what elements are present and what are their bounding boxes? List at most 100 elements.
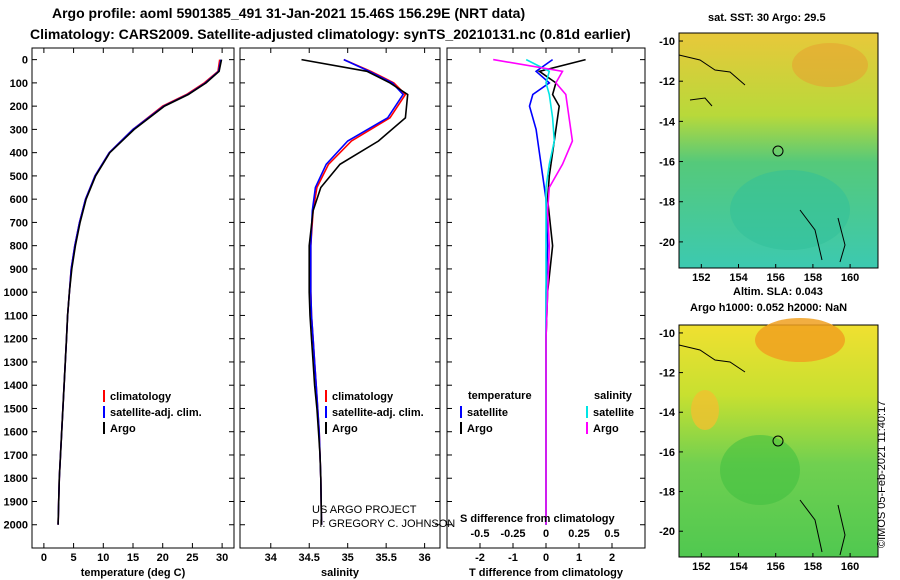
y-tick-label: 1400 — [4, 380, 28, 392]
legend-label: Argo — [332, 423, 358, 435]
map-y-tick-label: -10 — [659, 36, 675, 48]
top-x-tick-label: -0.5 — [471, 528, 490, 540]
x-tick-label: -1 — [508, 552, 518, 564]
y-tick-label: 1500 — [4, 403, 28, 415]
y-tick-label: 900 — [10, 264, 28, 276]
map-x-tick-label: 154 — [729, 561, 748, 573]
legend-label: climatology — [332, 391, 394, 403]
sla-coastline — [678, 344, 846, 556]
x-tick-label: 15 — [127, 552, 139, 564]
x-tick-label: 25 — [186, 552, 198, 564]
x-tick-label: -2 — [475, 552, 485, 564]
top-x-tick-label: -0.25 — [500, 528, 525, 540]
x-tick-label: 34 — [265, 552, 278, 564]
series-line-3 — [301, 58, 409, 525]
sst-cool-patch — [730, 170, 850, 250]
map-y-tick-label: -20 — [659, 237, 675, 249]
legend-label: satellite-adj. clim. — [110, 407, 202, 419]
y-tick-label: 1600 — [4, 427, 28, 439]
sst-map-header: sat. SST: 30 Argo: 29.5 — [708, 12, 826, 24]
map-x-tick-label: 156 — [767, 272, 785, 284]
y-tick-label: 600 — [10, 194, 28, 206]
x-tick-label: 0 — [543, 552, 549, 564]
map-y-tick-label: -12 — [659, 368, 675, 380]
top-x-axis-label: S difference from climatology — [460, 513, 616, 525]
y-tick-label: 100 — [10, 78, 28, 90]
y-tick-label: 1300 — [4, 357, 28, 369]
x-tick-label: 0 — [41, 552, 47, 564]
legend-label: satellite — [467, 407, 508, 419]
sst-coastline — [678, 54, 846, 263]
sst-warm-patch — [792, 43, 868, 87]
x-axis-label: T difference from climatology — [469, 567, 624, 579]
map-y-tick-label: -12 — [659, 76, 675, 88]
sla-map: 152 154 156 158 160 -10 -12 -14 -16 -18 -20 — [659, 318, 879, 573]
sla-map-header-2: Argo h1000: 0.052 h2000: NaN — [690, 302, 848, 314]
map-x-tick-label: 158 — [804, 561, 822, 573]
x-tick-label: 10 — [97, 552, 109, 564]
x-tick-label: 35 — [342, 552, 354, 564]
x-tick-label: 35.5 — [375, 552, 396, 564]
top-x-tick-label: 0.25 — [568, 528, 589, 540]
figure-title-line2: Climatology: CARS2009. Satellite-adjuste… — [30, 26, 631, 42]
x-axis-label: temperature (deg C) — [81, 567, 186, 579]
y-tick-label: 800 — [10, 241, 28, 253]
map-y-tick-label: -18 — [659, 197, 675, 209]
y-tick-label: 700 — [10, 217, 28, 229]
y-tick-label: 1100 — [4, 310, 28, 322]
y-tick-label: 500 — [10, 171, 28, 183]
sst-profile-marker — [772, 145, 784, 157]
legend-label: climatology — [110, 391, 172, 403]
credit-line2: PI: GREGORY C. JOHNSON — [312, 518, 455, 530]
legend-label: Argo — [467, 423, 493, 435]
x-tick-label: 5 — [71, 552, 77, 564]
top-x-tick-label: 0.5 — [604, 528, 619, 540]
y-tick-label: 2000 — [4, 520, 28, 532]
credits: US ARGO PROJECT PI: GREGORY C. JOHNSON — [312, 504, 455, 530]
sla-profile-marker — [772, 435, 784, 447]
map-y-tick-label: -10 — [659, 328, 675, 340]
series-line-1 — [528, 58, 554, 525]
map-x-tick-label: 160 — [841, 561, 859, 573]
map-x-tick-label: 156 — [767, 561, 785, 573]
panel-2: -2 -1 0 1 2 T difference from climatology -0.5… — [446, 47, 646, 579]
series-line-2 — [309, 58, 405, 525]
y-tick-label: 1900 — [4, 496, 28, 508]
legend-label: satellite-adj. clim. — [332, 407, 424, 419]
panel-1: 34 34.5 35 35.5 36 salinity climatology satelli… — [239, 47, 441, 579]
legend-label: Argo — [593, 423, 619, 435]
y-tick-label: 1200 — [4, 334, 28, 346]
map-y-tick-label: -18 — [659, 487, 675, 499]
sla-high-patch-west — [691, 390, 719, 430]
x-tick-label: 34.5 — [299, 552, 320, 564]
y-tick-label: 1000 — [4, 287, 28, 299]
series-line-2 — [57, 59, 222, 525]
y-tick-label: 0 — [22, 55, 28, 67]
timestamp-stamp: ©IMOS 05-Feb-2021 11:40:17 — [876, 400, 888, 548]
map-y-tick-label: -20 — [659, 526, 675, 538]
x-tick-label: 20 — [157, 552, 169, 564]
sla-map-header-1: Altim. SLA: 0.043 — [733, 286, 823, 298]
map-x-tick-label: 160 — [841, 272, 859, 284]
legend-label: satellite — [593, 407, 634, 419]
y-tick-label: 200 — [10, 101, 28, 113]
plot-frame — [31, 47, 235, 549]
map-y-tick-label: -14 — [659, 116, 676, 128]
map-y-tick-label: -16 — [659, 447, 675, 459]
map-x-tick-label: 154 — [729, 272, 748, 284]
x-tick-label: 1 — [576, 552, 582, 564]
legend-label: Argo — [110, 423, 136, 435]
series-line-1 — [57, 59, 221, 525]
panel-0: 0100200300400500600700800900100011001200… — [4, 47, 235, 579]
map-x-tick-label: 158 — [804, 272, 822, 284]
legend-heading-temperature: temperature — [468, 390, 532, 402]
sla-low-patch — [720, 435, 800, 505]
legend-heading-salinity: salinity — [594, 390, 633, 402]
x-tick-label: 36 — [418, 552, 430, 564]
map-x-tick-label: 152 — [692, 561, 710, 573]
sst-map: 152 154 156 158 160 -10 -12 -14 -16 -18 -20 — [659, 32, 879, 284]
y-tick-label: 1800 — [4, 473, 28, 485]
top-x-tick-label: 0 — [543, 528, 549, 540]
series-line-3 — [525, 58, 556, 525]
